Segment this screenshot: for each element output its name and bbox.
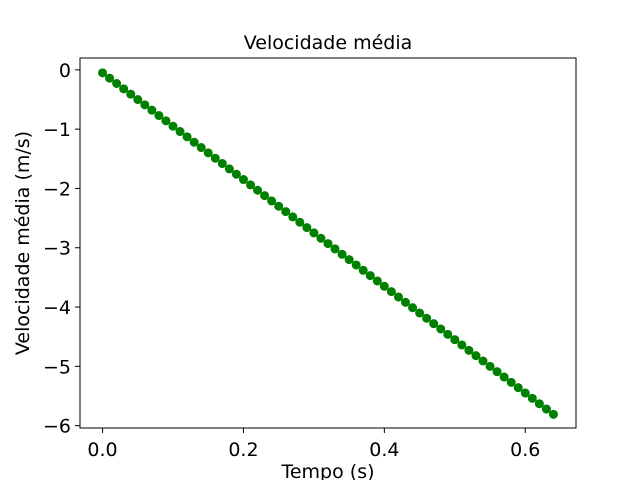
data-point [161, 116, 171, 126]
data-point [316, 233, 326, 243]
data-point [323, 239, 333, 249]
data-point [436, 324, 446, 334]
data-point [492, 367, 502, 377]
data-point [224, 164, 234, 174]
data-point [260, 191, 270, 201]
data-point [443, 329, 453, 339]
data-point [126, 89, 136, 99]
data-point [154, 111, 164, 121]
x-tick-label: 0.2 [228, 439, 258, 461]
y-tick-label: −5 [43, 356, 71, 378]
data-point [302, 223, 312, 233]
data-point [534, 399, 544, 409]
data-point [288, 212, 298, 222]
x-axis-label: Tempo (s) [280, 461, 374, 480]
data-point [372, 276, 382, 286]
x-tick-label: 0.6 [510, 439, 540, 461]
data-point [513, 383, 523, 393]
data-point [401, 297, 410, 307]
data-point [246, 180, 255, 190]
data-point [182, 132, 192, 142]
data-point [119, 84, 129, 94]
data-point [253, 185, 263, 195]
y-tick-label: −6 [43, 416, 71, 438]
data-point [196, 143, 206, 153]
x-axis: 0.0 0.2 0.4 0.6 [87, 428, 540, 461]
data-point [309, 228, 319, 238]
data-point [175, 127, 185, 137]
data-point [337, 249, 347, 259]
data-point [457, 340, 467, 350]
data-point [358, 265, 368, 275]
data-point [415, 308, 425, 318]
data-point [210, 153, 220, 163]
chart-title: Velocidade média [244, 32, 413, 54]
data-point [393, 292, 403, 302]
data-point [499, 372, 509, 382]
data-points [98, 68, 558, 419]
data-point [379, 281, 389, 291]
data-point [450, 335, 460, 345]
data-point [506, 377, 516, 387]
data-point [217, 159, 227, 169]
data-point [133, 95, 143, 105]
data-point [105, 73, 115, 83]
data-point [478, 356, 488, 366]
data-point [344, 255, 354, 265]
y-axis: 0 −1 −2 −3 −4 −5 −6 [43, 60, 80, 438]
y-tick-label: 0 [59, 60, 71, 82]
data-point [295, 217, 305, 227]
data-point [147, 105, 157, 115]
data-point [231, 169, 241, 179]
data-point [408, 303, 418, 313]
data-point [422, 313, 432, 323]
data-point [541, 404, 551, 414]
data-point [365, 271, 375, 281]
y-tick-label: −4 [43, 297, 71, 319]
x-tick-label: 0.0 [87, 439, 117, 461]
y-axis-label: Velocidade média (m/s) [12, 131, 34, 355]
x-tick-label: 0.4 [369, 439, 399, 461]
data-point [203, 148, 213, 158]
data-point [429, 319, 439, 329]
data-point [330, 244, 340, 254]
y-tick-label: −2 [43, 178, 71, 200]
data-point [471, 351, 481, 361]
plot-frame [79, 57, 577, 429]
data-point [527, 393, 537, 403]
data-point [520, 388, 530, 398]
data-point [548, 409, 558, 419]
data-point [98, 68, 108, 78]
data-point [238, 175, 248, 185]
data-point [351, 260, 361, 270]
data-point [485, 361, 495, 371]
data-point [386, 287, 396, 297]
y-tick-label: −3 [43, 238, 71, 260]
data-point [112, 78, 122, 88]
data-point [281, 207, 291, 217]
data-point [189, 137, 199, 147]
data-point [140, 100, 150, 110]
data-point [464, 345, 474, 355]
data-point [267, 196, 277, 206]
data-point [168, 121, 178, 131]
data-point [274, 201, 284, 211]
y-tick-label: −1 [43, 119, 71, 141]
